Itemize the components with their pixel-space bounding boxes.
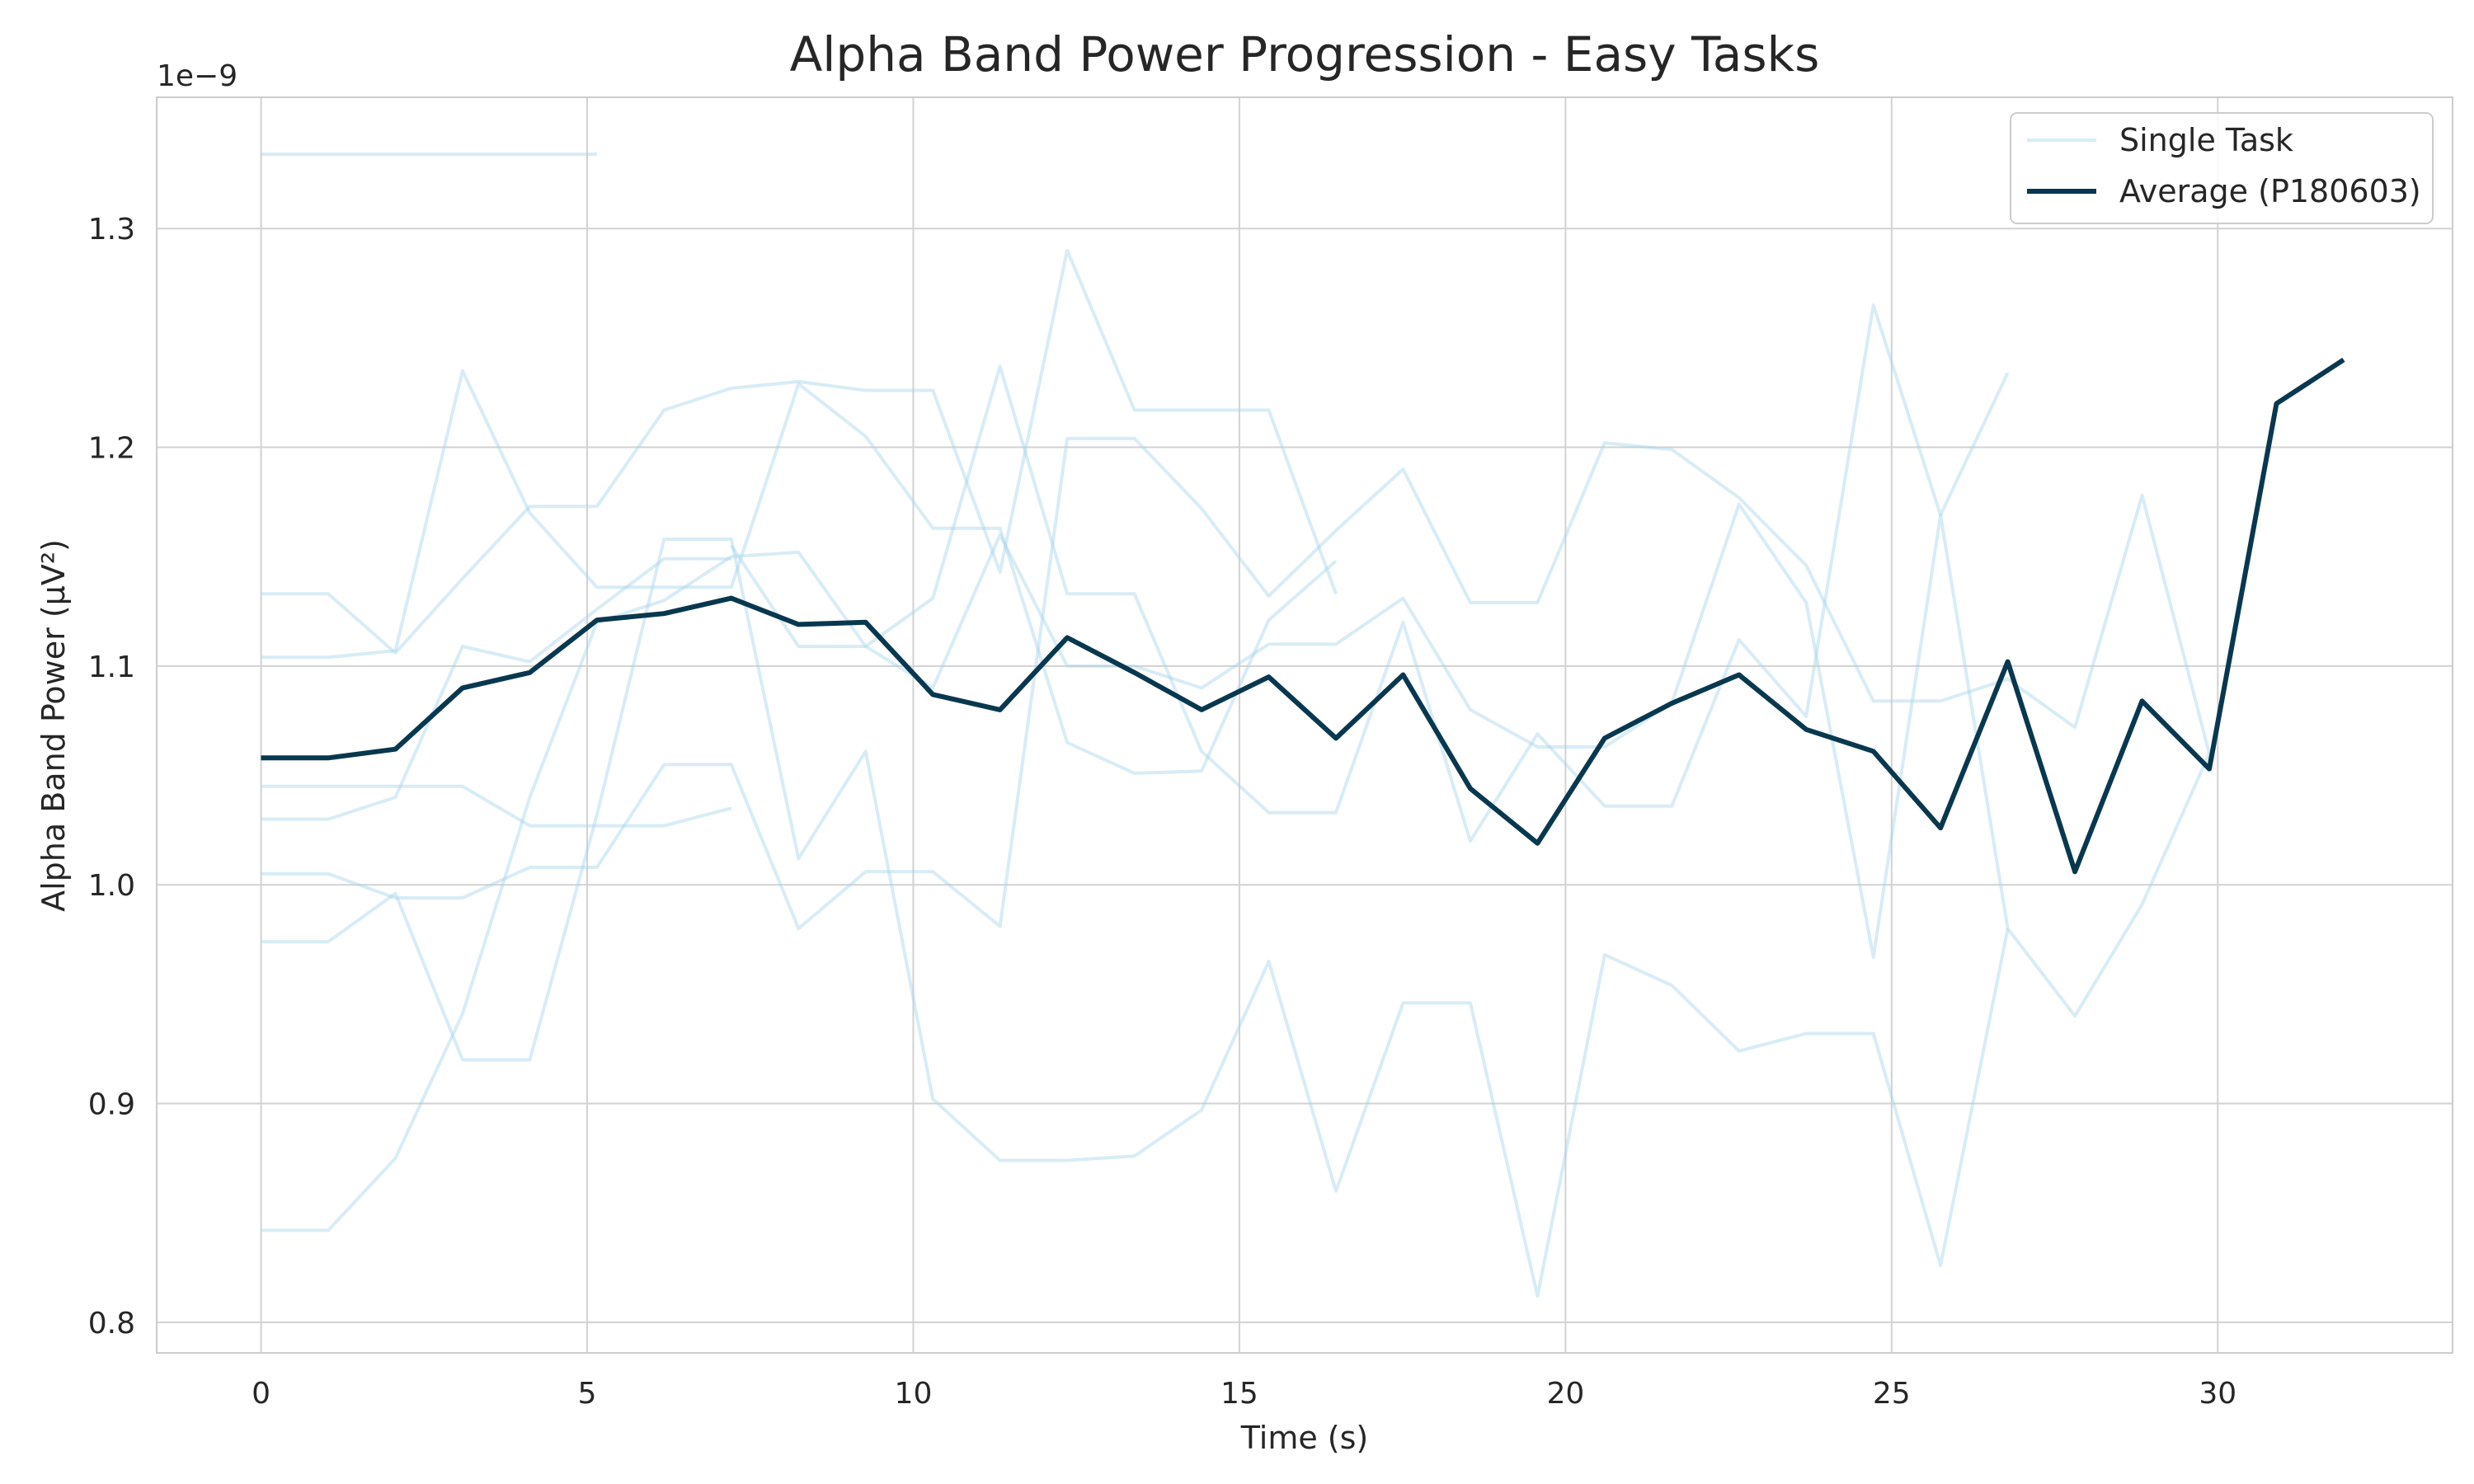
average-line: [261, 357, 2345, 875]
single-task-line: [261, 556, 731, 821]
chart-title: Alpha Band Power Progression - Easy Task…: [790, 26, 1820, 82]
single-task-line: [261, 436, 2211, 931]
x-ticks: 0 5 10 15 20 25 30: [252, 1377, 2236, 1411]
average-series: [261, 357, 2345, 875]
plot-frame: [156, 96, 2453, 1354]
legend: Single Task Average (P180603): [2010, 112, 2434, 224]
y-axis-label: Alpha Band Power (μV²): [35, 539, 72, 912]
x-tick-label: 20: [1546, 1377, 1584, 1411]
single-task-line: [261, 248, 1338, 655]
single-task-line: [261, 784, 732, 828]
y-tick-label: 0.8: [88, 1307, 135, 1341]
legend-label-average: Average (P180603): [2119, 173, 2421, 209]
single-task-line: [730, 502, 2211, 1018]
y-tick-label: 1.0: [88, 869, 135, 903]
y-tick-label: 1.1: [88, 650, 135, 684]
x-axis-label: Time (s): [1240, 1420, 1369, 1456]
x-tick-label: 10: [895, 1377, 933, 1411]
y-tick-label: 1.3: [88, 213, 135, 247]
y-offset-label: 1e−9: [157, 59, 238, 93]
y-ticks: 0.8 0.9 1.0 1.1 1.2 1.3: [88, 213, 135, 1341]
single-task-line: [261, 369, 1338, 775]
x-tick-label: 25: [1873, 1377, 1911, 1411]
legend-label-single-task: Single Task: [2119, 122, 2293, 158]
x-tick-label: 0: [252, 1377, 270, 1411]
y-tick-label: 0.9: [88, 1088, 135, 1122]
x-tick-label: 15: [1221, 1377, 1258, 1411]
x-tick-label: 5: [578, 1377, 597, 1411]
x-tick-label: 30: [2199, 1377, 2236, 1411]
single-task-series: [261, 153, 2211, 1298]
single-task-line: [261, 303, 2010, 1233]
grid: [157, 97, 2453, 1353]
y-tick-label: 1.2: [88, 432, 135, 466]
legend-box: [2010, 112, 2434, 224]
single-task-line: [261, 538, 2010, 1298]
